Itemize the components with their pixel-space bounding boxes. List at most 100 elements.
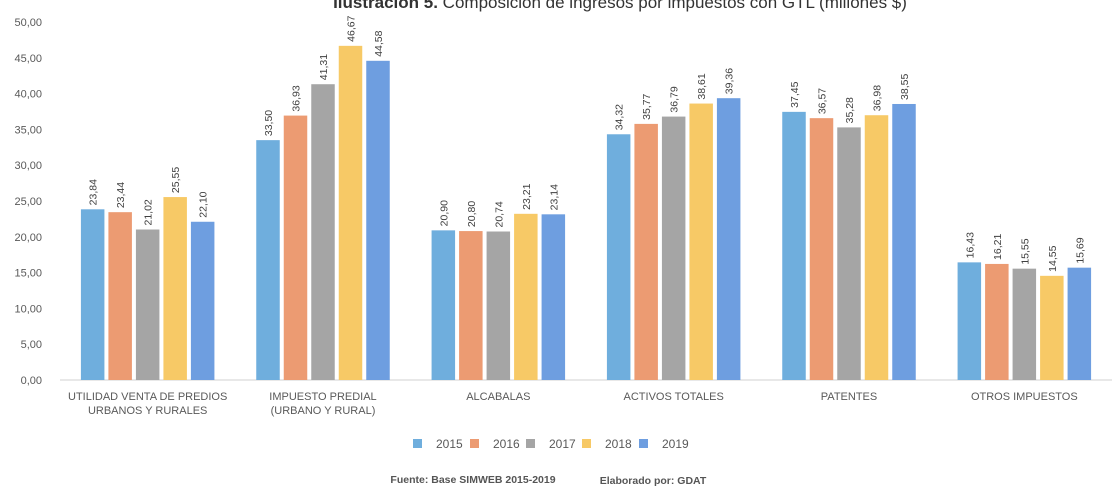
data-label: 34,32: [614, 104, 626, 130]
bar-2019: [541, 214, 566, 380]
chart-title-bold: Ilustración 5.: [333, 0, 438, 12]
bar-2017: [311, 84, 335, 380]
category-labels: UTILIDAD VENTA DE PREDIOS URBANOS Y RURAL…: [68, 391, 1078, 417]
bar-2016: [634, 123, 658, 380]
bar-2019: [366, 60, 390, 381]
bar-2016: [283, 115, 308, 380]
bar-2015: [782, 111, 806, 380]
bar-2016: [985, 263, 1009, 380]
legend-swatch-2016: [470, 439, 479, 448]
data-label: 20,74: [493, 201, 505, 227]
bar-2015: [431, 230, 456, 380]
bar-2015: [957, 262, 982, 380]
data-label: 25,55: [170, 167, 182, 193]
bar-2015: [80, 209, 105, 380]
legend-label: 2016: [493, 437, 520, 451]
y-tick-label: 0,00: [21, 375, 42, 387]
y-tick-label: 35,00: [14, 124, 42, 136]
chart-title: Ilustración 5. Composición de ingresos p…: [333, 0, 907, 12]
data-label: 23,44: [115, 182, 127, 208]
data-label: 23,14: [548, 184, 560, 210]
data-label: 36,98: [872, 85, 884, 111]
legend-label: 2015: [436, 437, 463, 451]
bar-2015: [256, 140, 280, 380]
y-tick-label: 15,00: [14, 268, 42, 280]
data-label: 35,77: [641, 93, 653, 119]
data-label: 44,58: [373, 30, 385, 56]
legend-label: 2019: [662, 437, 689, 451]
data-label: 38,55: [899, 74, 911, 100]
bar-2019: [1067, 267, 1092, 380]
bar-2019: [190, 221, 215, 380]
data-label: 20,90: [438, 200, 450, 226]
legend-label: 2018: [605, 437, 632, 451]
bar-2015: [606, 134, 631, 380]
y-tick-label: 45,00: [14, 53, 42, 65]
data-label: 15,69: [1074, 237, 1086, 263]
bar-2016: [108, 212, 132, 380]
y-tick-label: 50,00: [14, 17, 42, 29]
data-label: 23,21: [521, 183, 533, 209]
bar-2018: [163, 197, 187, 380]
bar-2017: [135, 229, 160, 380]
category-label: PATENTES: [821, 391, 877, 403]
legend-swatch-2015: [413, 439, 422, 448]
data-label: 15,55: [1019, 238, 1031, 264]
bar-2018: [689, 103, 713, 380]
legend-swatch-2019: [639, 439, 648, 448]
data-label: 36,57: [817, 88, 829, 114]
bar-2017: [1012, 268, 1037, 380]
data-label: 46,67: [346, 15, 358, 41]
y-tick-label: 30,00: [14, 160, 42, 172]
data-label: 16,43: [964, 232, 976, 258]
footer-author: Elaborado por: GDAT: [600, 475, 707, 487]
y-axis: 0,00 5,00 10,00 15,00 20,00 25,00 30,00 35,00 40…: [14, 17, 42, 387]
legend-swatch-2017: [526, 439, 535, 448]
legend-swatch-2018: [582, 439, 591, 448]
data-label: 22,10: [198, 191, 210, 217]
bar-2018: [514, 213, 538, 380]
category-label: URBANOS Y RURALES: [88, 405, 207, 417]
data-label: 20,80: [466, 201, 478, 227]
bar-2018: [1040, 275, 1064, 380]
bar-2017: [837, 127, 861, 380]
data-label: 37,45: [789, 81, 801, 107]
bar-2017: [486, 231, 511, 380]
bar-2016: [809, 118, 834, 380]
data-label: 14,55: [1047, 245, 1059, 271]
data-label: 21,02: [143, 199, 155, 225]
bars: [80, 45, 1092, 381]
data-label: 36,93: [291, 85, 303, 111]
bar-2016: [459, 231, 483, 380]
category-label: (URBANO Y RURAL): [271, 405, 376, 417]
category-label: UTILIDAD VENTA DE PREDIOS: [68, 391, 227, 403]
legend-label: 2017: [549, 437, 576, 451]
data-labels: 23,84 23,44 21,02 25,55 22,10 33,50 36,93 41,31…: [88, 15, 1087, 271]
bar-2019: [892, 103, 916, 381]
data-label: 36,79: [669, 86, 681, 112]
data-label: 16,21: [992, 234, 1004, 260]
data-label: 41,31: [318, 54, 330, 80]
y-tick-label: 10,00: [14, 303, 42, 315]
bar-2018: [338, 45, 363, 380]
chart-title-text: Composición de ingresos por impuestos co…: [438, 0, 907, 12]
data-label: 23,84: [88, 179, 100, 205]
bar-2019: [716, 98, 741, 380]
y-tick-label: 5,00: [21, 339, 42, 351]
category-label: OTROS IMPUESTOS: [971, 391, 1078, 403]
y-tick-label: 25,00: [14, 196, 42, 208]
category-label: IMPUESTO PREDIAL: [269, 391, 376, 403]
data-label: 39,36: [724, 68, 736, 94]
bar-2017: [661, 116, 686, 380]
data-label: 35,28: [844, 97, 856, 123]
y-tick-label: 20,00: [14, 232, 42, 244]
category-label: ACTIVOS TOTALES: [624, 391, 724, 403]
footer-source: Fuente: Base SIMWEB 2015-2019: [390, 474, 555, 486]
data-label: 38,61: [696, 73, 708, 99]
category-label: ALCABALAS: [466, 391, 530, 403]
legend: 2015 2016 2017 2018 2019: [413, 437, 689, 451]
y-tick-label: 40,00: [14, 89, 42, 101]
data-label: 33,50: [263, 110, 275, 136]
bar-2018: [864, 115, 889, 380]
